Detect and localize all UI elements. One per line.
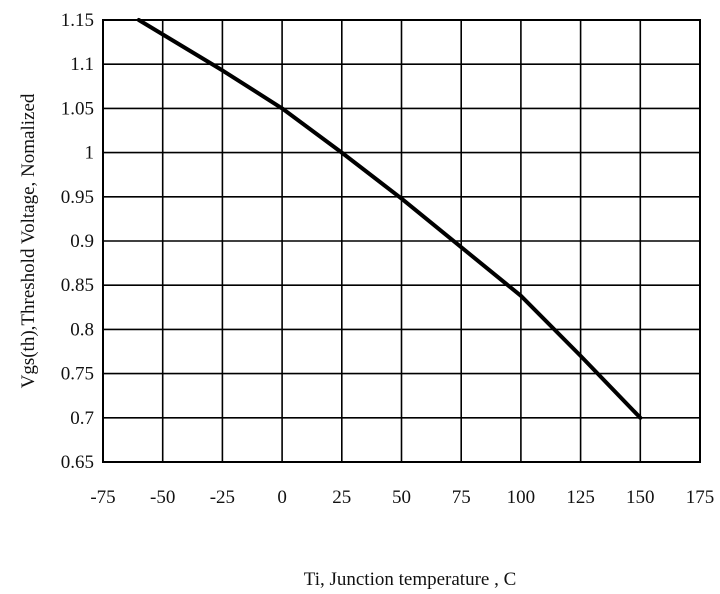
- y-tick-label: 1: [85, 143, 95, 164]
- x-tick-label: 100: [507, 487, 536, 508]
- y-axis-ticks: 0.65 0.7 0.75 0.8 0.85 0.9 0.95 1 1.05 1.1 1.15: [61, 10, 94, 473]
- x-axis-title: Ti, Junction temperature , C: [304, 569, 517, 590]
- y-tick-label: 0.65: [61, 452, 94, 473]
- y-tick-label: 1.05: [61, 98, 94, 119]
- y-axis-title: Vgs(th),Threshold Voltage, Nomalized: [18, 93, 39, 388]
- x-tick-label: 50: [392, 487, 411, 508]
- y-tick-label: 0.85: [61, 275, 94, 296]
- y-tick-label: 1.15: [61, 10, 94, 31]
- x-tick-label: -25: [210, 487, 235, 508]
- series-layer: [136, 18, 643, 420]
- x-tick-label: -50: [150, 487, 175, 508]
- y-tick-label: 0.9: [70, 231, 94, 252]
- y-tick-label: 0.7: [70, 408, 94, 429]
- y-tick-label: 0.95: [61, 187, 94, 208]
- x-axis-ticks: -75 -50 -25 0 25 50 75 100 125 150 175: [90, 487, 714, 508]
- y-tick-label: 0.8: [70, 319, 94, 340]
- x-tick-label: -75: [90, 487, 115, 508]
- plot-frame: [102, 19, 701, 463]
- x-tick-label: 150: [626, 487, 655, 508]
- x-tick-label: 25: [332, 487, 351, 508]
- x-tick-label: 125: [566, 487, 595, 508]
- x-tick-label: 75: [452, 487, 471, 508]
- series-line: [136, 18, 643, 420]
- grid: [102, 19, 701, 463]
- y-tick-label: 1.1: [70, 54, 94, 75]
- x-tick-label: 175: [686, 487, 715, 508]
- x-tick-label: 0: [277, 487, 287, 508]
- y-tick-label: 0.75: [61, 364, 94, 385]
